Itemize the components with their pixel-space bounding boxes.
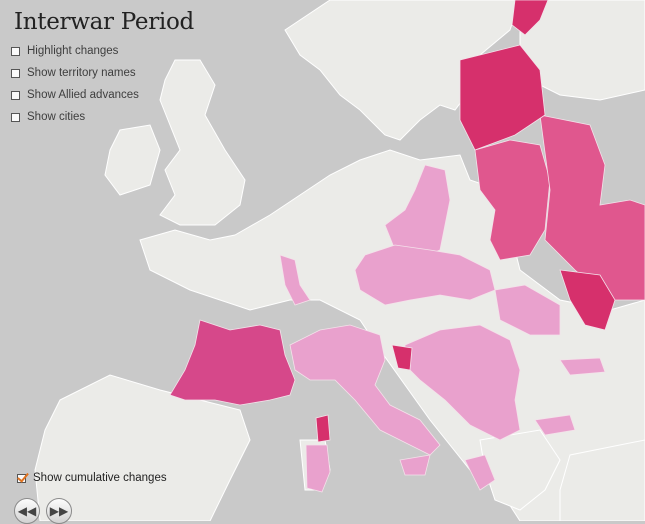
show-cumulative-changes-checkbox[interactable]: Show cumulative changes: [17, 472, 167, 484]
checkbox-box-checked[interactable]: [17, 473, 26, 483]
page-title: Interwar Period: [14, 9, 194, 35]
fast-forward-button[interactable]: ▶▶: [46, 498, 72, 524]
checkbox-label: Show cities: [27, 111, 86, 123]
territory-switzerland-strip: [279, 254, 311, 306]
scandinavia-land: [284, 0, 521, 141]
territory-romania-hungary: [494, 284, 561, 336]
show-cities-checkbox[interactable]: Show cities: [11, 111, 85, 123]
territory-lithuania-latvia: [459, 44, 546, 151]
show-allied-advances-checkbox[interactable]: Show Allied advances: [11, 89, 139, 101]
fast-forward-icon: ▶▶: [49, 504, 69, 518]
iberia-land: [34, 374, 251, 521]
checkbox-box[interactable]: [11, 68, 20, 78]
territory-france-south: [169, 319, 296, 406]
checkbox-label: Show cumulative changes: [33, 472, 167, 484]
territory-austria-czech: [354, 244, 496, 306]
territory-yugoslavia: [404, 324, 521, 441]
great-britain-land: [159, 59, 246, 226]
anatolia-land: [559, 439, 645, 521]
show-territory-names-checkbox[interactable]: Show territory names: [11, 67, 136, 79]
territory-sicily: [399, 454, 431, 476]
territory-poland-east: [474, 139, 551, 261]
rewind-button[interactable]: ◀◀: [14, 498, 40, 524]
territory-finland-border: [511, 0, 549, 36]
highlight-changes-checkbox[interactable]: Highlight changes: [11, 45, 118, 57]
territory-corsica: [315, 414, 331, 443]
checkbox-label: Show Allied advances: [27, 89, 139, 101]
territory-moldova-bessarabia: [559, 269, 616, 331]
checkbox-box[interactable]: [11, 90, 20, 100]
checkbox-box[interactable]: [11, 112, 20, 122]
territory-belarus-ukraine: [539, 114, 645, 301]
territory-greek-islands: [534, 414, 576, 436]
territory-italy: [289, 324, 441, 456]
checkbox-label: Show territory names: [27, 67, 136, 79]
checkbox-label: Highlight changes: [27, 45, 119, 57]
territory-bulgaria-coast: [464, 454, 496, 491]
ireland-land: [104, 124, 161, 196]
territory-bulgaria: [559, 357, 606, 376]
territory-istria: [391, 344, 413, 371]
checkbox-box[interactable]: [11, 46, 20, 56]
territory-sardinia: [305, 444, 331, 493]
rewind-icon: ◀◀: [17, 504, 37, 518]
